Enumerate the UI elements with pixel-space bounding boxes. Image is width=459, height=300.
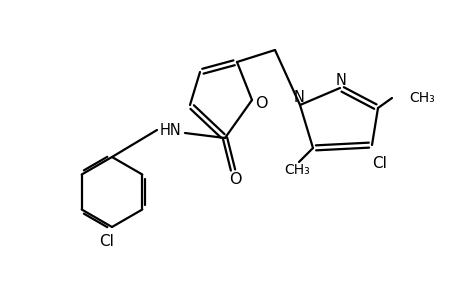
Text: HN: HN [160, 122, 181, 137]
Text: O: O [228, 172, 241, 187]
Text: Cl: Cl [372, 155, 386, 170]
Text: O: O [254, 95, 267, 110]
Text: N: N [293, 89, 304, 104]
Text: CH₃: CH₃ [284, 163, 309, 177]
Text: N: N [335, 73, 346, 88]
Text: Cl: Cl [99, 233, 114, 248]
Text: CH₃: CH₃ [408, 91, 434, 105]
